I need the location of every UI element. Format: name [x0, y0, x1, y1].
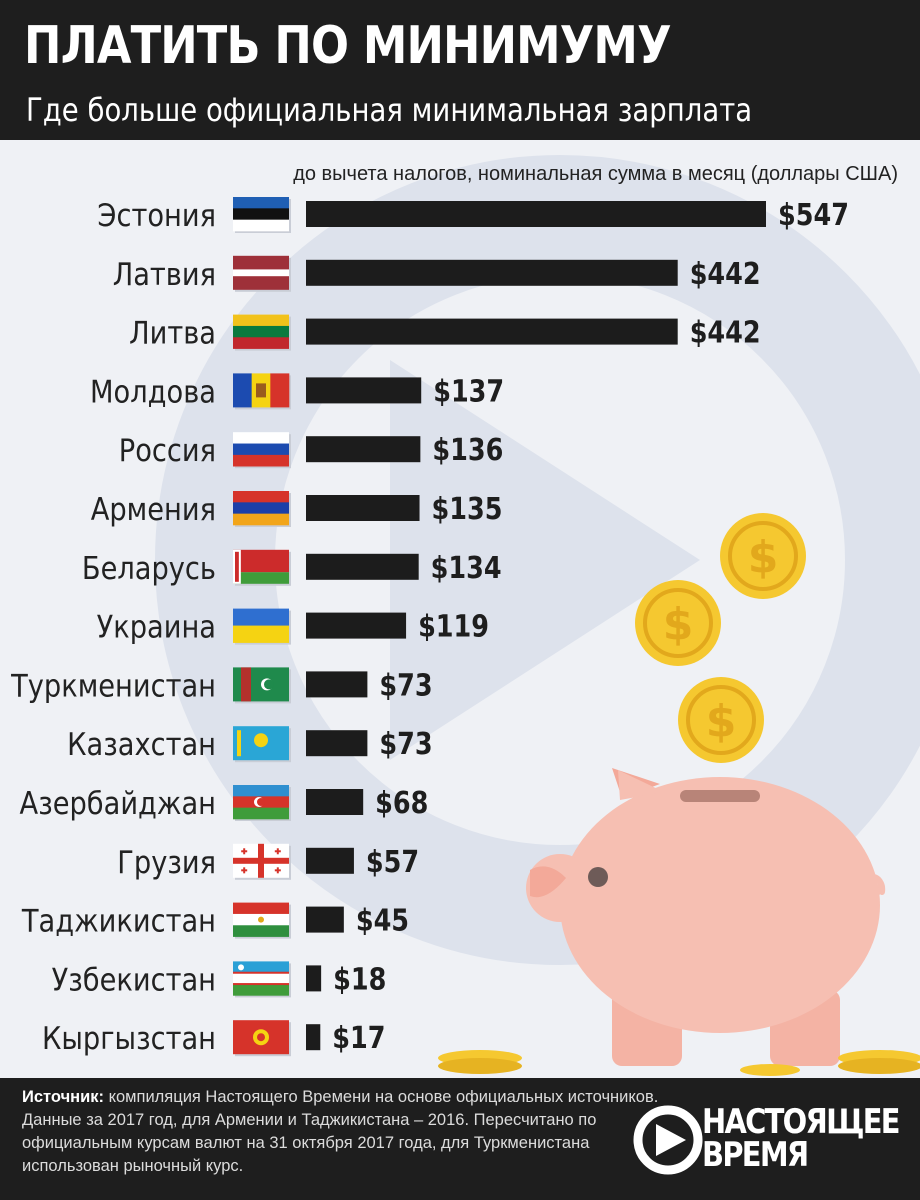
bar [306, 965, 322, 992]
value-label: $45 [356, 903, 409, 939]
axis-unit-note: до вычета налогов, номинальная сумма в м… [293, 163, 898, 185]
header-band [0, 0, 920, 140]
uzbekistan-flag-icon [233, 961, 291, 998]
kyrgyzstan-flag-icon [233, 1020, 291, 1057]
value-label: $442 [690, 256, 761, 292]
kazakhstan-flag-icon [233, 726, 291, 763]
belarus-flag-icon [233, 549, 291, 586]
page-subtitle: Где больше официальная минимальная зарпл… [26, 91, 753, 129]
country-label: Эстония [97, 197, 216, 233]
bar [306, 436, 421, 463]
turkmenistan-flag-icon [233, 667, 291, 704]
country-label: Латвия [113, 256, 216, 292]
brand-logo-text: НАСТОЯЩЕЕ ВРЕМЯ [702, 1102, 900, 1175]
bar [306, 671, 368, 698]
country-label: Грузия [117, 844, 216, 880]
latvia-flag-icon [233, 255, 291, 292]
country-label: Молдова [90, 374, 216, 410]
value-label: $17 [332, 1020, 385, 1056]
tajikistan-flag-icon [233, 902, 291, 939]
country-label: Туркменистан [10, 668, 216, 704]
brand-logo-line2: ВРЕМЯ [702, 1135, 809, 1175]
value-label: $136 [432, 432, 503, 468]
value-label: $68 [375, 785, 428, 821]
value-label: $73 [379, 667, 432, 703]
estonia-flag-icon [233, 197, 291, 233]
svg-text:$: $ [706, 696, 737, 747]
bar [306, 612, 407, 639]
svg-text:$: $ [748, 532, 779, 583]
source-label: Источник: [22, 1088, 105, 1106]
bar [306, 201, 766, 227]
bar [306, 553, 419, 580]
footer-band [0, 1078, 920, 1200]
value-label: $119 [418, 609, 489, 645]
page-title: ПЛАТИТЬ ПО МИНИМУМУ [24, 16, 672, 76]
country-label: Таджикистан [21, 903, 216, 939]
bar [306, 495, 420, 521]
country-label: Казахстан [67, 727, 216, 763]
country-label: Россия [119, 433, 216, 469]
coin-icon: $ [678, 677, 764, 763]
brand-logo-line1: НАСТОЯЩЕЕ [702, 1102, 900, 1142]
source-text: компиляция Настоящего Времени на основе … [22, 1088, 659, 1175]
country-label: Украина [97, 609, 216, 645]
bar [306, 789, 364, 815]
value-label: $137 [433, 373, 504, 409]
bar [306, 906, 344, 933]
country-label: Кыргызстан [42, 1021, 216, 1057]
coin-icon: $ [720, 513, 806, 599]
azerbaijan-flag-icon [233, 785, 291, 821]
georgia-flag-icon [233, 843, 291, 880]
coin-icon: $ [635, 580, 721, 666]
svg-text:$: $ [663, 599, 694, 650]
lithuania-flag-icon [233, 314, 291, 351]
ukraine-flag-icon [233, 608, 291, 645]
country-label: Армения [91, 491, 216, 527]
bar [306, 730, 368, 757]
value-label: $442 [690, 315, 761, 351]
piggy-bank-icon [526, 768, 886, 1066]
coin-stack-icon [438, 1050, 920, 1076]
country-label: Беларусь [82, 550, 216, 586]
country-label: Литва [129, 315, 216, 351]
bar [306, 318, 678, 345]
moldova-flag-icon [233, 373, 291, 410]
bar [306, 259, 678, 286]
bar [306, 847, 354, 874]
bar [306, 1024, 321, 1051]
bar [306, 377, 422, 404]
armenia-flag-icon [233, 491, 291, 527]
value-label: $134 [431, 550, 502, 586]
russia-flag-icon [233, 432, 291, 469]
country-label: Узбекистан [52, 962, 216, 998]
value-label: $73 [379, 726, 432, 762]
current-time-logo-icon [633, 1105, 703, 1175]
value-label: $18 [333, 961, 386, 997]
value-label: $135 [432, 491, 503, 527]
source-note: Источник: компиляция Настоящего Времени … [22, 1086, 662, 1178]
value-label: $547 [778, 197, 849, 233]
country-label: Азербайджан [20, 785, 216, 821]
value-label: $57 [366, 844, 419, 880]
